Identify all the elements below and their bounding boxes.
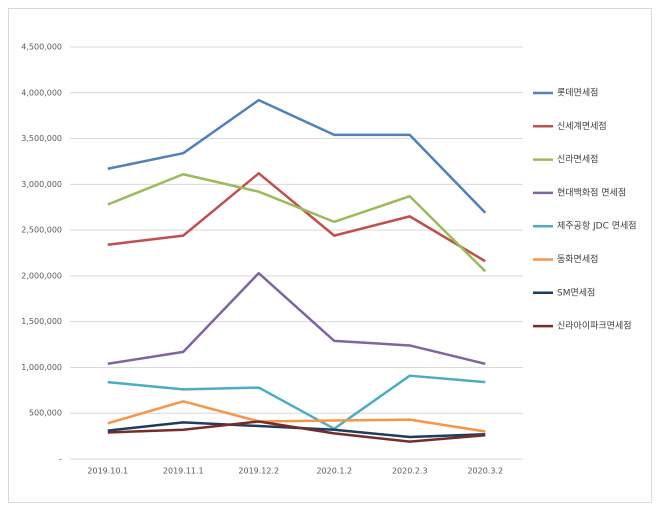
y-tick-label: 4,000,000 — [21, 88, 62, 97]
legend-label: 현대백화점 면세점 — [557, 186, 626, 198]
x-tick-label: 2020.3.2 — [467, 467, 503, 476]
y-tick-label: 1,000,000 — [21, 363, 62, 372]
y-tick-label: 3,500,000 — [21, 134, 62, 143]
y-tick-label: 3,000,000 — [21, 180, 62, 189]
legend-label: 롯데면세점 — [557, 87, 598, 99]
series-line — [107, 400, 486, 433]
legend-label: 신라아이파크면세점 — [557, 320, 632, 332]
series-line — [107, 420, 486, 443]
series-line — [107, 98, 487, 214]
x-tick-label: 2019.12.2 — [238, 467, 279, 476]
x-tick-label: 2020.1.2 — [316, 467, 352, 476]
legend-label: 신라면세점 — [557, 153, 598, 165]
y-tick-label: 4,500,000 — [21, 43, 62, 52]
y-tick-label: 2,000,000 — [21, 271, 62, 280]
legend-label: 제주공항 JDC 면세점 — [557, 220, 637, 232]
series-line — [107, 374, 486, 431]
y-tick-label: 500,000 — [29, 409, 62, 418]
series-line — [107, 173, 487, 273]
legend-label: 신세계면세점 — [557, 120, 607, 132]
series-line — [107, 271, 486, 366]
y-tick-label: 2,500,000 — [21, 226, 62, 235]
legend-label: 동화면세점 — [557, 253, 598, 265]
x-tick-label: 2019.11.1 — [163, 467, 204, 476]
legend-label: SM면세점 — [557, 286, 595, 298]
y-tick-label: - — [59, 455, 62, 464]
y-tick-label: 1,500,000 — [21, 317, 62, 326]
x-tick-label: 2020.2.3 — [392, 467, 428, 476]
x-tick-label: 2019.10.1 — [87, 467, 128, 476]
series-line — [107, 172, 486, 263]
